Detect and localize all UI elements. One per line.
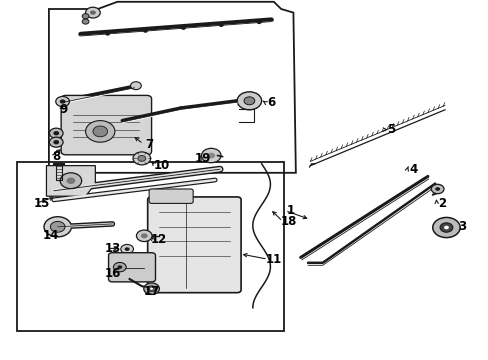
Text: 1: 1 <box>286 204 294 217</box>
Circle shape <box>434 187 439 191</box>
Circle shape <box>90 10 96 15</box>
Circle shape <box>121 244 133 254</box>
Text: 2: 2 <box>438 197 446 210</box>
Circle shape <box>133 152 150 165</box>
Circle shape <box>138 156 145 161</box>
Polygon shape <box>46 166 95 196</box>
Circle shape <box>130 82 141 90</box>
Circle shape <box>93 126 107 137</box>
Text: 14: 14 <box>43 229 60 242</box>
Text: 3: 3 <box>457 220 465 233</box>
Text: 16: 16 <box>104 267 121 280</box>
Circle shape <box>105 32 110 36</box>
Text: 17: 17 <box>143 285 160 298</box>
Circle shape <box>53 140 59 144</box>
Circle shape <box>44 217 71 237</box>
Circle shape <box>85 121 115 142</box>
Circle shape <box>219 23 223 27</box>
Circle shape <box>82 14 89 19</box>
Circle shape <box>443 226 448 229</box>
Circle shape <box>201 148 221 163</box>
Circle shape <box>124 247 129 251</box>
Circle shape <box>430 184 443 194</box>
Bar <box>17 162 283 331</box>
Circle shape <box>143 283 159 294</box>
Text: 13: 13 <box>104 242 121 255</box>
Text: 15: 15 <box>33 197 50 210</box>
Circle shape <box>49 128 63 138</box>
Circle shape <box>244 97 254 105</box>
Circle shape <box>207 153 215 158</box>
Text: 11: 11 <box>265 253 282 266</box>
Circle shape <box>150 288 153 290</box>
Text: 4: 4 <box>408 163 416 176</box>
Circle shape <box>82 19 89 24</box>
Text: 12: 12 <box>150 233 167 246</box>
Text: 5: 5 <box>386 123 394 136</box>
Circle shape <box>60 99 65 104</box>
Circle shape <box>49 137 63 147</box>
Text: 8: 8 <box>52 150 60 163</box>
Circle shape <box>237 92 261 110</box>
Circle shape <box>85 7 100 18</box>
Text: 19: 19 <box>194 152 211 165</box>
Text: 6: 6 <box>267 96 275 109</box>
Circle shape <box>439 223 452 232</box>
Circle shape <box>181 26 185 30</box>
Text: 10: 10 <box>153 159 169 172</box>
Circle shape <box>56 96 69 107</box>
Circle shape <box>256 21 261 24</box>
Circle shape <box>53 131 59 135</box>
FancyBboxPatch shape <box>149 189 193 203</box>
FancyBboxPatch shape <box>61 95 151 155</box>
Circle shape <box>60 173 81 189</box>
Circle shape <box>147 286 155 292</box>
Circle shape <box>117 265 122 269</box>
Circle shape <box>432 217 459 238</box>
FancyBboxPatch shape <box>147 197 241 293</box>
Text: 9: 9 <box>60 103 67 116</box>
FancyBboxPatch shape <box>108 253 155 282</box>
Text: 7: 7 <box>145 138 153 150</box>
Circle shape <box>141 233 147 238</box>
Text: 18: 18 <box>280 215 296 228</box>
Circle shape <box>136 230 152 242</box>
Circle shape <box>142 29 147 33</box>
Circle shape <box>113 262 126 272</box>
Circle shape <box>50 221 65 232</box>
Circle shape <box>66 177 75 184</box>
